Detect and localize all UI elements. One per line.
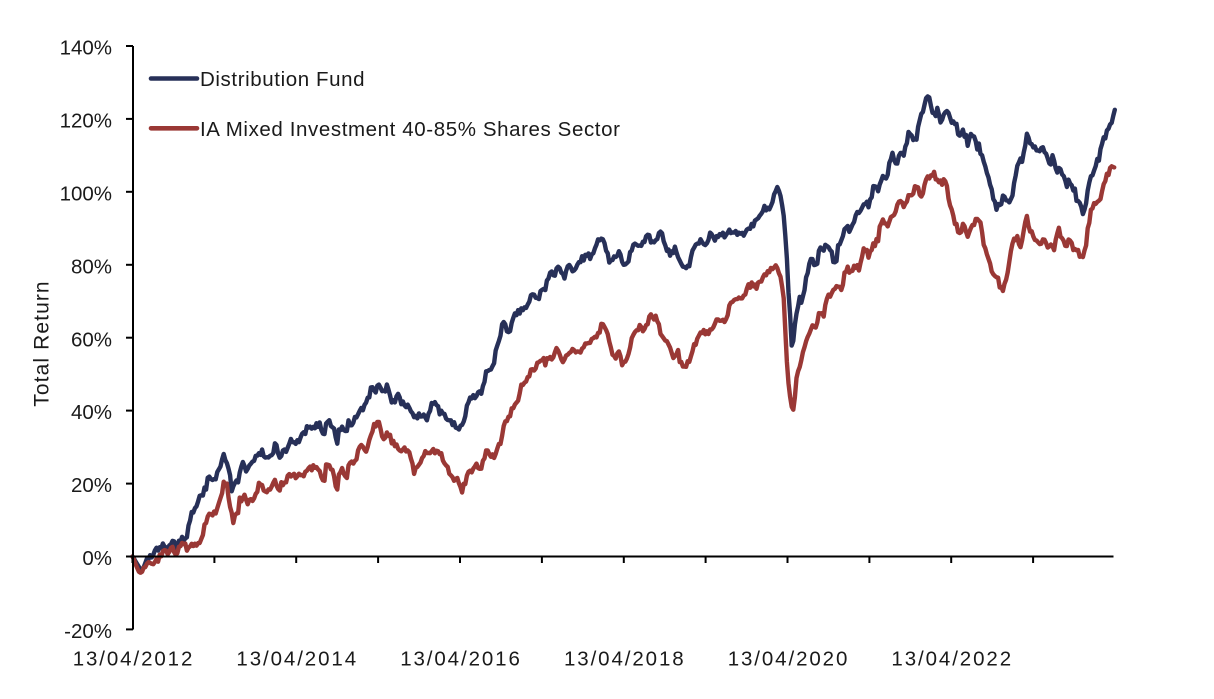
svg-text:13/04/2014: 13/04/2014 <box>236 648 358 671</box>
svg-text:-20%: -20% <box>64 620 112 643</box>
svg-text:80%: 80% <box>71 255 112 278</box>
svg-text:0%: 0% <box>82 547 112 570</box>
svg-text:13/04/2018: 13/04/2018 <box>564 648 686 671</box>
svg-text:Distribution Fund: Distribution Fund <box>200 68 365 91</box>
svg-text:20%: 20% <box>71 474 112 497</box>
svg-text:13/04/2022: 13/04/2022 <box>891 648 1013 671</box>
svg-text:60%: 60% <box>71 328 112 351</box>
svg-text:13/04/2016: 13/04/2016 <box>400 648 522 671</box>
svg-text:Total Return: Total Return <box>31 280 54 406</box>
svg-text:120%: 120% <box>60 110 112 133</box>
svg-text:IA Mixed Investment 40-85% Sha: IA Mixed Investment 40-85% Shares Sector <box>200 118 621 141</box>
svg-text:140%: 140% <box>60 37 112 60</box>
svg-text:13/04/2020: 13/04/2020 <box>728 648 850 671</box>
svg-text:100%: 100% <box>60 182 112 205</box>
svg-text:13/04/2012: 13/04/2012 <box>73 648 195 671</box>
svg-text:40%: 40% <box>71 401 112 424</box>
